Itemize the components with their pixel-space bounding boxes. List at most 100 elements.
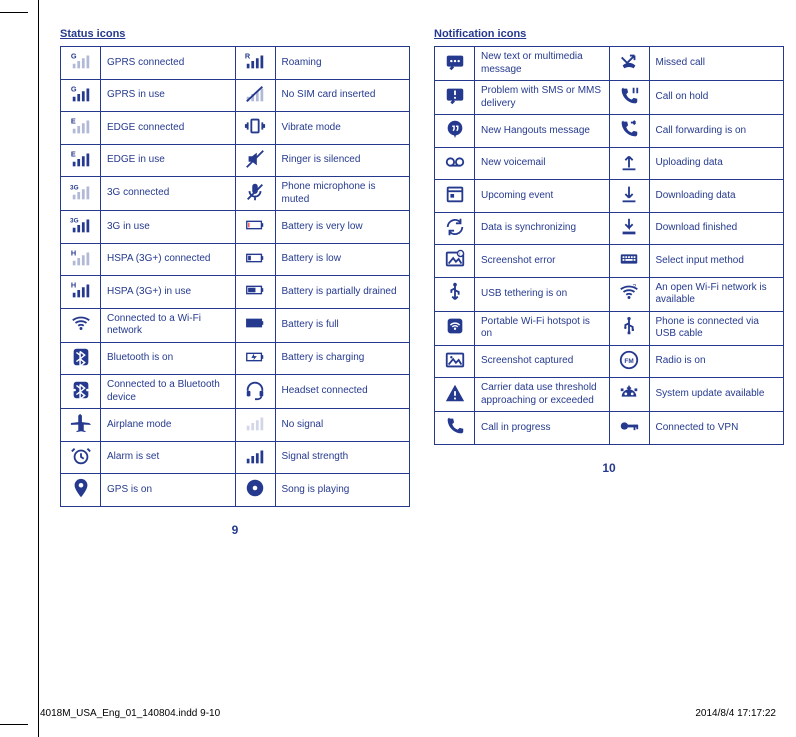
icon-label: Connected to VPN bbox=[649, 412, 784, 445]
print-spread: Status icons GPRS connected Roaming GPRS i… bbox=[0, 0, 796, 737]
table-row: Connected to a Bluetooth deviceHeadset c… bbox=[61, 375, 410, 409]
icon-label: Battery is very low bbox=[275, 211, 410, 244]
table-row: 3G in useBattery is very low bbox=[61, 211, 410, 244]
sync-icon bbox=[435, 212, 475, 245]
icon-label: Phone is connected via USB cable bbox=[649, 311, 784, 345]
input-method-icon bbox=[609, 245, 649, 278]
table-row: HSPA (3G+) in use Battery is partially dr… bbox=[61, 276, 410, 309]
icon-label: Roaming bbox=[275, 47, 410, 80]
icon-label: Call on hold bbox=[649, 81, 784, 115]
table-row: Problem with SMS or MMS delivery Call on … bbox=[435, 81, 784, 115]
table-row: 3G connectedPhone microphone is muted bbox=[61, 177, 410, 211]
call-forwarding-icon bbox=[609, 115, 649, 148]
voicemail-icon bbox=[435, 147, 475, 180]
crop-mark bbox=[0, 724, 28, 725]
edge-in-use-icon bbox=[61, 144, 101, 177]
page-number-left: 9 bbox=[60, 523, 410, 537]
icon-label: Song is playing bbox=[275, 474, 410, 507]
table-row: Screenshot capturedRadio is on bbox=[435, 345, 784, 378]
table-row: USB tethering is on An open Wi-Fi network… bbox=[435, 277, 784, 311]
icon-label: GPRS in use bbox=[101, 79, 236, 112]
call-hold-icon bbox=[609, 81, 649, 115]
vpn-icon bbox=[609, 412, 649, 445]
icon-label: EDGE in use bbox=[101, 144, 236, 177]
notification-icons-heading: Notification icons bbox=[434, 28, 784, 40]
icon-label: Headset connected bbox=[275, 375, 410, 409]
icon-label: No SIM card inserted bbox=[275, 79, 410, 112]
table-row: Alarm is set Signal strength bbox=[61, 441, 410, 474]
radio-icon bbox=[609, 345, 649, 378]
icon-label: Carrier data use threshold approaching o… bbox=[475, 378, 610, 412]
icon-label: Signal strength bbox=[275, 441, 410, 474]
page-number-right: 10 bbox=[434, 461, 784, 475]
bluetooth-on-icon bbox=[61, 342, 101, 375]
threeg-in-use-icon bbox=[61, 211, 101, 244]
table-row: GPS is onSong is playing bbox=[61, 474, 410, 507]
icon-label: USB tethering is on bbox=[475, 277, 610, 311]
icon-label: Uploading data bbox=[649, 147, 784, 180]
hangouts-icon bbox=[435, 115, 475, 148]
battery-very-low-icon bbox=[235, 211, 275, 244]
icon-label: Alarm is set bbox=[101, 441, 236, 474]
icon-label: An open Wi-Fi network is available bbox=[649, 277, 784, 311]
table-row: Connected to a Wi-Fi networkBattery is f… bbox=[61, 308, 410, 342]
icon-label: Bluetooth is on bbox=[101, 342, 236, 375]
indesign-slug: 4018M_USA_Eng_01_140804.indd 9-10 bbox=[40, 708, 220, 719]
vibrate-icon bbox=[235, 112, 275, 145]
table-row: Airplane modeNo signal bbox=[61, 409, 410, 442]
icon-label: Problem with SMS or MMS delivery bbox=[475, 81, 610, 115]
gprs-in-use-icon bbox=[61, 79, 101, 112]
battery-partial-icon bbox=[235, 276, 275, 309]
usb-tether-icon bbox=[435, 277, 475, 311]
icon-label: Call in progress bbox=[475, 412, 610, 445]
bluetooth-connected-icon bbox=[61, 375, 101, 409]
icon-label: Portable Wi-Fi hotspot is on bbox=[475, 311, 610, 345]
missed-call-icon bbox=[609, 47, 649, 81]
crop-mark bbox=[0, 12, 28, 13]
headset-icon bbox=[235, 375, 275, 409]
icon-label: HSPA (3G+) in use bbox=[101, 276, 236, 309]
status-icons-heading: Status icons bbox=[60, 28, 410, 40]
indesign-timestamp: 2014/8/4 17:17:22 bbox=[695, 708, 776, 719]
no-signal-icon bbox=[235, 409, 275, 442]
upcoming-event-icon bbox=[435, 180, 475, 213]
table-row: Bluetooth is onBattery is charging bbox=[61, 342, 410, 375]
song-playing-icon bbox=[235, 474, 275, 507]
battery-charging-icon bbox=[235, 342, 275, 375]
table-row: GPRS connected Roaming bbox=[61, 47, 410, 80]
screenshot-error-icon bbox=[435, 245, 475, 278]
page-right: Notification icons New text or multimedi… bbox=[434, 28, 784, 665]
download-finished-icon bbox=[609, 212, 649, 245]
table-row: HSPA (3G+) connectedBattery is low bbox=[61, 243, 410, 276]
notification-icons-table: New text or multimedia messageMissed cal… bbox=[434, 46, 784, 445]
edge-connected-icon bbox=[61, 112, 101, 145]
icon-label: Battery is partially drained bbox=[275, 276, 410, 309]
downloading-icon bbox=[609, 180, 649, 213]
airplane-icon bbox=[61, 409, 101, 442]
threeg-connected-icon bbox=[61, 177, 101, 211]
icon-label: 3G connected bbox=[101, 177, 236, 211]
icon-label: HSPA (3G+) connected bbox=[101, 243, 236, 276]
icon-label: New voicemail bbox=[475, 147, 610, 180]
table-row: Portable Wi-Fi hotspot is on Phone is con… bbox=[435, 311, 784, 345]
data-warning-icon bbox=[435, 378, 475, 412]
table-row: Call in progress Connected to VPN bbox=[435, 412, 784, 445]
icon-label: GPRS connected bbox=[101, 47, 236, 80]
hotspot-icon bbox=[435, 311, 475, 345]
icon-label: Screenshot error bbox=[475, 245, 610, 278]
icon-label: Vibrate mode bbox=[275, 112, 410, 145]
icon-label: Select input method bbox=[649, 245, 784, 278]
icon-label: Battery is full bbox=[275, 308, 410, 342]
table-row: EDGE connectedVibrate mode bbox=[61, 112, 410, 145]
icon-label: Call forwarding is on bbox=[649, 115, 784, 148]
system-update-icon bbox=[609, 378, 649, 412]
icon-label: Radio is on bbox=[649, 345, 784, 378]
gps-icon bbox=[61, 474, 101, 507]
status-icons-table: GPRS connected Roaming GPRS in use No SIM c… bbox=[60, 46, 410, 507]
table-row: EDGE in useRinger is silenced bbox=[61, 144, 410, 177]
open-wifi-icon bbox=[609, 277, 649, 311]
battery-low-icon bbox=[235, 243, 275, 276]
icon-label: Airplane mode bbox=[101, 409, 236, 442]
screenshot-captured-icon bbox=[435, 345, 475, 378]
wifi-connected-icon bbox=[61, 308, 101, 342]
